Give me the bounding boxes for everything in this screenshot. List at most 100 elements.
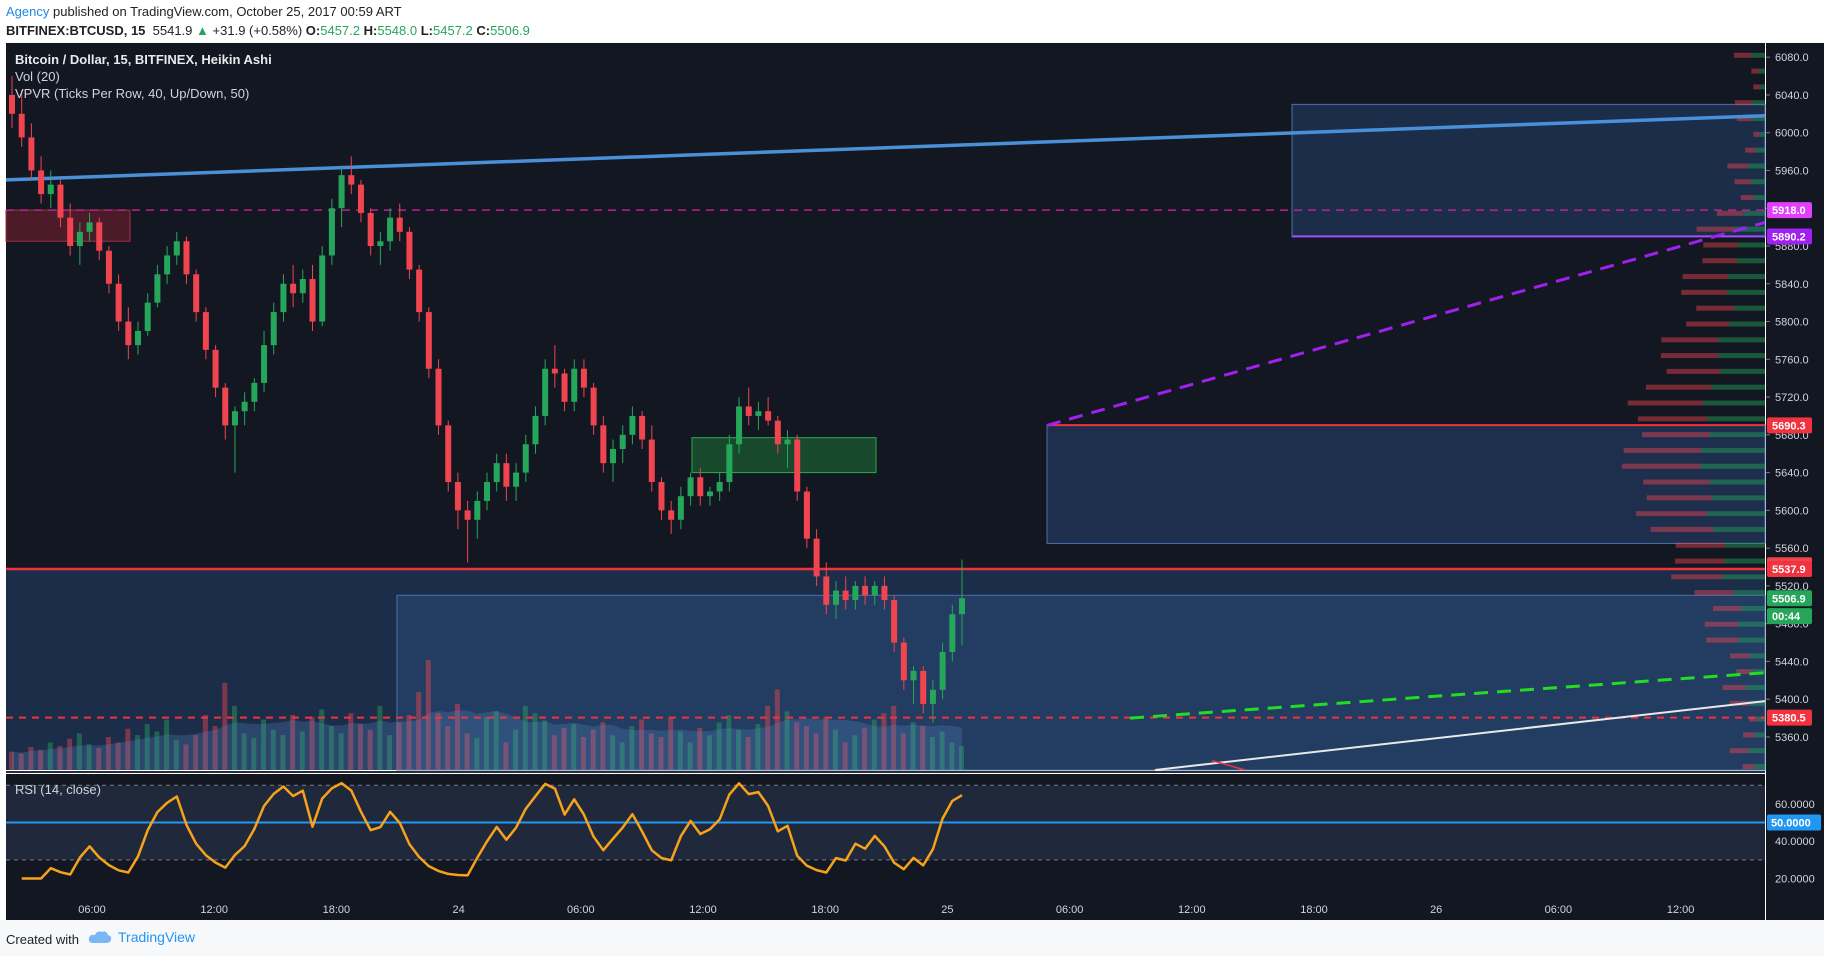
candle-body (881, 585, 888, 601)
candle-body (900, 642, 907, 681)
low-label: L: (420, 23, 434, 38)
candle-body (144, 302, 151, 331)
vpvr-row-up (1754, 764, 1765, 769)
low-value: 5457.2 (433, 23, 473, 38)
vpvr-row-down (1734, 179, 1752, 185)
candle-body (76, 231, 83, 246)
candle-body (813, 538, 820, 577)
high-label: H: (363, 23, 378, 38)
price-tick-label: 5960.0 (1775, 165, 1809, 177)
candle-body (357, 184, 364, 213)
rsi-axis: 20.0000 40.0000 50.0000 60.0000 (1767, 799, 1821, 886)
candle-body (280, 283, 287, 313)
published-text: published on TradingView.com, October 25… (53, 4, 402, 19)
volume-bar (173, 739, 179, 770)
rsi-line (21, 781, 963, 880)
vpvr-row-down (1736, 116, 1753, 122)
vpvr-row-up (1722, 574, 1765, 580)
white-trendline (1154, 700, 1766, 771)
candle-body (377, 241, 384, 246)
candle-body (416, 269, 423, 313)
volume-bar (290, 715, 296, 770)
volume-bar (755, 724, 761, 770)
candle-body (425, 312, 432, 369)
volume-bar (706, 735, 712, 770)
candle-body (135, 330, 142, 346)
vpvr-row-up (1758, 68, 1765, 74)
candle-body (706, 491, 713, 497)
candle-body (794, 439, 801, 492)
volume-bar (270, 729, 276, 770)
volume-bar (600, 722, 606, 770)
candle-body (774, 420, 781, 445)
candle-body (38, 170, 45, 195)
inner-zone (396, 594, 1766, 771)
vpvr-row-down (1742, 764, 1755, 769)
vpvr-row-down (1729, 748, 1750, 754)
chart-area[interactable]: 5360.0 5400.0 5440.0 5480.0 5520.0 5560.0 5600… (0, 43, 1824, 920)
candle-body (580, 368, 587, 388)
vpvr-row-down (1716, 210, 1744, 216)
volume-bar (338, 733, 344, 770)
vpvr-row-up (1701, 447, 1765, 453)
time-tick-label: 06:00 (1056, 904, 1084, 916)
volume-bar (871, 719, 877, 770)
volume-bar (513, 729, 519, 770)
price-label-box (1767, 228, 1812, 245)
vpvr-row-up (1741, 605, 1765, 611)
tradingview-brand[interactable]: TradingView (88, 929, 195, 945)
author-link[interactable]: Agency (6, 4, 50, 19)
candle-body (67, 217, 74, 246)
volume-bar (9, 751, 14, 770)
price-axis: 5360.05400.05440.05480.05520.05560.05600… (1766, 52, 1812, 744)
vpvr-row-down (1666, 368, 1721, 374)
vpvr-row-down (1641, 432, 1710, 438)
vpvr-row-up (1754, 195, 1765, 201)
volume-bar (900, 733, 906, 770)
candle-body (299, 279, 306, 294)
vpvr-row-up (1737, 242, 1765, 248)
volume-bar (125, 728, 131, 770)
vpvr-row-down (1749, 716, 1758, 722)
candle-body (551, 368, 558, 374)
candle-body (610, 448, 617, 464)
candle-body (765, 411, 772, 421)
candle-body (929, 689, 936, 704)
resistance-zone (1046, 424, 1766, 544)
vpvr-row-down (1674, 558, 1725, 564)
tradingview-label: TradingView (118, 929, 196, 945)
candle-body (18, 113, 25, 138)
candle-body (115, 283, 122, 322)
price-tick-label: 5760.0 (1775, 354, 1809, 366)
time-tick-label: 12:00 (200, 904, 228, 916)
candle-body (319, 255, 326, 322)
volume-bar (929, 737, 935, 770)
vpvr-row-down (1702, 258, 1737, 264)
publish-line: Agency published on TradingView.com, Oct… (6, 4, 402, 19)
volume-bar (736, 729, 742, 770)
volume-bar (115, 742, 121, 770)
vpvr-row-down (1661, 337, 1719, 343)
price-label: 5380.5 (1772, 713, 1806, 725)
volume-bar (522, 705, 528, 770)
volume-bar (745, 737, 751, 770)
price-chart[interactable]: 5360.05400.05440.05480.05520.05560.05600… (0, 43, 1824, 920)
vpvr-profile (1621, 52, 1765, 769)
vpvr-row-down (1643, 479, 1711, 485)
volume-bars (9, 660, 964, 770)
price-label: 5690.3 (1772, 420, 1806, 432)
price-tick-label: 5840.0 (1775, 279, 1809, 291)
volume-bar (959, 746, 964, 770)
volume-bar (76, 733, 82, 770)
vpvr-row-up (1759, 84, 1765, 90)
volume-bar (697, 727, 703, 770)
volume-bar (503, 742, 509, 770)
vpvr-row-up (1720, 368, 1765, 374)
candle-body (328, 208, 335, 256)
volume-bar (193, 735, 199, 770)
vpvr-row-down (1636, 511, 1707, 517)
volume-bar (261, 719, 267, 770)
price-change: +31.9 (+0.58%) (212, 23, 303, 38)
candle-body (939, 651, 946, 690)
candle-body (173, 241, 180, 256)
